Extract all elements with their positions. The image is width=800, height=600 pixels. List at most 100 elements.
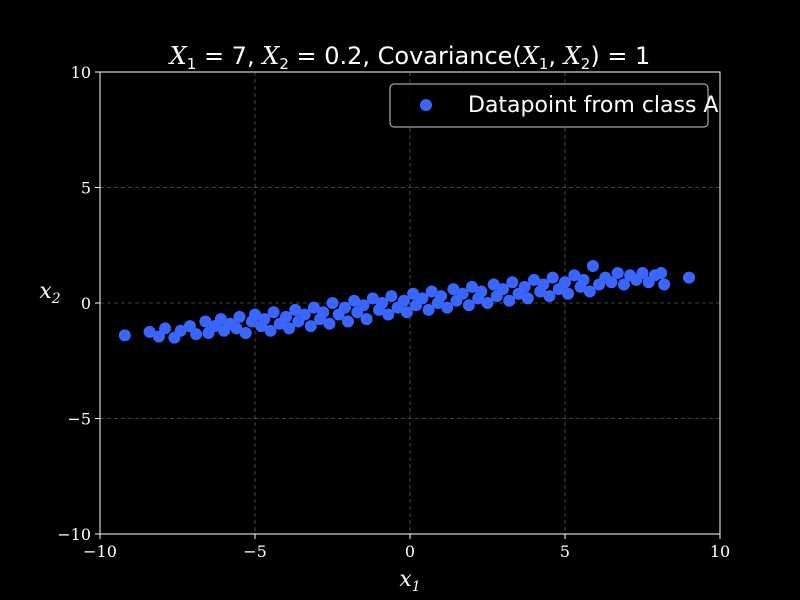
data-point: [617, 278, 630, 291]
title-x2-var: X: [260, 42, 280, 70]
data-point: [357, 299, 370, 312]
legend-label-class-a: Datapoint from class A: [468, 93, 718, 118]
data-point: [382, 308, 395, 321]
data-point: [143, 325, 156, 338]
data-point: [543, 290, 556, 303]
data-point: [397, 294, 410, 307]
y-tick-label: −10: [57, 525, 91, 544]
data-point: [506, 276, 519, 289]
data-point: [416, 292, 429, 305]
data-point: [537, 278, 550, 291]
data-point: [280, 310, 292, 323]
chart-title: X1 = 7, X2 = 0.2, Covariance(X1, X2) = 1: [168, 42, 651, 73]
y-tick-label: 5: [81, 179, 91, 198]
data-point: [447, 283, 460, 296]
x-tick-label: −5: [243, 542, 267, 561]
y-tick-label: −5: [67, 410, 91, 429]
data-point: [342, 315, 354, 328]
data-point: [658, 278, 671, 291]
title-cov-sep: ,: [548, 42, 563, 70]
data-point: [559, 276, 571, 289]
data-point: [199, 315, 212, 328]
data-point: [528, 273, 540, 286]
y-tick-label: 0: [81, 294, 91, 313]
data-point: [611, 266, 624, 279]
data-point: [456, 287, 469, 300]
data-point: [214, 313, 227, 326]
data-point: [289, 303, 302, 316]
data-point: [586, 260, 599, 273]
data-point: [307, 301, 320, 314]
data-point: [258, 313, 271, 326]
data-point: [338, 301, 351, 314]
data-point: [583, 285, 596, 298]
data-point: [174, 324, 187, 337]
data-point: [348, 294, 361, 307]
data-point: [435, 290, 447, 303]
title-x1-var: X: [168, 42, 188, 70]
points-layer: [118, 260, 695, 344]
data-point: [407, 287, 420, 300]
x-tick-label: 10: [710, 542, 730, 561]
data-point: [267, 306, 280, 319]
data-point: [233, 310, 246, 323]
data-point: [239, 327, 252, 340]
data-point: [376, 297, 389, 309]
data-point: [360, 313, 373, 326]
data-point: [425, 285, 438, 298]
title-x1-sub: 1: [187, 55, 197, 73]
data-point: [183, 320, 196, 333]
title-cov-var2: X: [562, 42, 582, 70]
ticks-layer: −10 −5 0 5 10 −10 −5 0 5 10: [57, 63, 730, 561]
data-point: [562, 287, 575, 300]
data-point: [521, 292, 534, 305]
data-point: [475, 285, 488, 298]
data-point: [655, 266, 668, 279]
data-point: [481, 297, 494, 309]
x-tick-label: −10: [83, 542, 117, 561]
legend: Datapoint from class A: [389, 83, 718, 128]
data-point: [577, 273, 590, 286]
data-point: [249, 308, 261, 321]
data-point: [546, 271, 559, 284]
x-tick-label: 0: [405, 542, 415, 561]
title-cov-var1: X: [520, 42, 540, 70]
title-x1-eq: = 7,: [196, 42, 262, 70]
data-point: [605, 276, 618, 289]
data-point: [304, 320, 317, 333]
data-point: [323, 317, 336, 330]
data-point: [441, 301, 454, 314]
data-point: [264, 324, 277, 337]
data-point: [462, 299, 475, 312]
title-x2-eq: = 0.2, Covariance(: [289, 42, 522, 70]
y-axis-label: x2: [39, 279, 60, 307]
legend-box: [389, 83, 709, 128]
x-tick-label: 5: [560, 542, 570, 561]
x-axis-label: x1: [399, 567, 420, 595]
title-cov-sub2: 2: [581, 55, 591, 73]
data-point: [400, 306, 413, 319]
data-point: [683, 271, 695, 284]
data-point: [190, 328, 203, 341]
y-axis-label-var: x: [39, 279, 52, 304]
data-point: [385, 290, 398, 303]
data-point: [497, 283, 509, 296]
x-axis-label-sub: 1: [412, 579, 421, 595]
data-point: [366, 292, 379, 305]
data-point: [118, 329, 131, 342]
title-cov-sub1: 1: [539, 55, 549, 73]
legend-marker-class-a: [420, 99, 432, 111]
data-point: [159, 322, 172, 335]
data-point: [298, 308, 311, 321]
title-cov-end: ) = 1: [590, 42, 650, 70]
data-point: [326, 297, 339, 309]
data-point: [636, 266, 649, 279]
data-point: [230, 322, 243, 335]
data-point: [487, 278, 500, 291]
data-point: [283, 322, 296, 335]
data-point: [152, 330, 165, 343]
title-x2-sub: 2: [279, 55, 289, 73]
data-point: [568, 269, 581, 282]
